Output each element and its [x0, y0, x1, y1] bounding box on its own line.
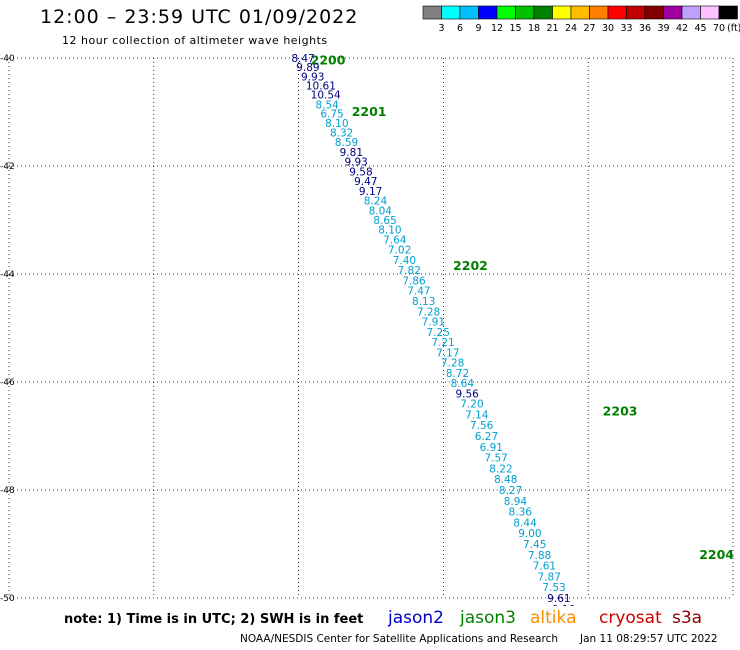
- time-label: 2202: [453, 258, 488, 273]
- y-tick-label: -46: [0, 378, 15, 388]
- swh-value: 9.89: [296, 62, 319, 74]
- legend-s3a: s3a: [672, 608, 703, 628]
- colorbar-label: 27: [583, 23, 595, 34]
- time-label: 2203: [603, 404, 638, 419]
- legend-jason3: jason3: [460, 608, 516, 628]
- colorbar-label: 36: [639, 23, 651, 34]
- map-subtitle: 12 hour collection of altimeter wave hei…: [62, 34, 328, 47]
- swh-value: 9.81: [340, 147, 363, 159]
- colorbar-label: 30: [602, 23, 614, 34]
- colorbar-label: 24: [565, 23, 577, 34]
- time-label: 2201: [352, 104, 387, 119]
- swh-value: 8.22: [489, 463, 512, 475]
- colorbar-label: 39: [657, 23, 669, 34]
- swh-value: 6.75: [320, 109, 343, 121]
- swh-value: 8.36: [509, 507, 533, 519]
- colorbar-label: 9: [475, 23, 481, 34]
- colorbar-label: 15: [509, 23, 521, 34]
- swh-value: 8.54: [315, 99, 339, 111]
- y-tick-label: -42: [0, 162, 15, 172]
- swh-value: 7.17: [436, 347, 459, 359]
- legend-cryosat: cryosat: [599, 608, 662, 628]
- map-title: 12:00 – 23:59 UTC 01/09/2022: [40, 6, 359, 28]
- swh-value: 10.61: [306, 81, 336, 93]
- colorbar-label: 6: [457, 23, 463, 34]
- colorbar-label: 70: [713, 23, 725, 34]
- swh-value: 7.40: [393, 255, 416, 267]
- swh-value: 9.61: [547, 593, 570, 605]
- swh-value: 8.04: [369, 205, 393, 217]
- swh-value: 7.88: [528, 550, 551, 562]
- swh-value: 7.82: [398, 265, 421, 277]
- altimeter-map: 151821242730-40-42-44-46-48-502200220122…: [0, 53, 734, 606]
- swh-value: 6.91: [480, 442, 503, 454]
- colorbar-label: 21: [546, 23, 558, 34]
- swh-value: 7.56: [470, 420, 494, 432]
- colorbar-label: 42: [676, 23, 688, 34]
- swh-value: 7.64: [383, 234, 407, 246]
- colorbar-label: 18: [528, 23, 540, 34]
- swh-value: 7.25: [427, 327, 450, 339]
- y-tick-label: -50: [0, 594, 15, 604]
- swh-value: 7.28: [417, 306, 440, 318]
- swh-value: 7.14: [465, 409, 489, 421]
- swh-value: 8.24: [364, 196, 388, 208]
- swh-value: 9.10: [552, 604, 575, 606]
- swh-value: 8.47: [291, 53, 314, 65]
- swh-value: 8.13: [412, 296, 435, 308]
- swh-value: 6.27: [475, 431, 498, 443]
- swh-value: 8.27: [499, 485, 522, 497]
- swh-value: 9.93: [301, 71, 324, 83]
- swh-value: 7.57: [484, 453, 507, 465]
- colorbar-label: 3: [438, 23, 444, 34]
- swh-value: 7.53: [542, 582, 565, 594]
- colorbar-label: 45: [694, 23, 706, 34]
- color-scale-legend: 3 6 9 12 15 18 21 24 27 30 33 36 39 42 45 70 (ft): [422, 5, 740, 34]
- swh-value: 7.87: [538, 571, 561, 583]
- credit-text: NOAA/NESDIS Center for Satellite Applica…: [240, 633, 558, 645]
- swh-value: 7.47: [407, 286, 430, 298]
- swh-value: 8.10: [378, 225, 401, 237]
- swh-value: 7.21: [431, 337, 454, 349]
- swh-value: 7.86: [402, 275, 426, 287]
- swh-value: 7.02: [388, 245, 411, 257]
- colorbar-unit: (ft): [727, 23, 740, 34]
- swh-value: 8.94: [504, 496, 528, 508]
- colorbar-label: 12: [491, 23, 503, 34]
- legend-jason2: jason2: [388, 608, 444, 628]
- legend-altika: altika: [530, 608, 577, 628]
- swh-value: 9.17: [359, 186, 382, 198]
- swh-value: 10.54: [311, 90, 341, 102]
- swh-value: 7.61: [533, 561, 556, 573]
- swh-value: 9.47: [354, 176, 377, 188]
- swh-value: 9.56: [455, 388, 479, 400]
- swh-value: 7.91: [422, 317, 445, 329]
- y-tick-label: -40: [0, 54, 15, 64]
- generated-timestamp: Jan 11 08:29:57 UTC 2022: [580, 633, 718, 645]
- colorbar-swatch: [718, 5, 738, 20]
- swh-value: 8.32: [330, 128, 353, 140]
- swh-value: 7.20: [460, 399, 483, 411]
- swh-value: 8.44: [513, 517, 537, 529]
- time-label: 2200: [311, 53, 346, 68]
- swh-value: 8.10: [325, 118, 348, 130]
- colorbar-label: 33: [620, 23, 632, 34]
- y-tick-label: -44: [0, 270, 15, 280]
- swh-value: 9.00: [518, 528, 541, 540]
- y-tick-label: -48: [0, 486, 15, 496]
- swh-value: 7.45: [523, 539, 546, 551]
- swh-value: 9.58: [349, 166, 372, 178]
- swh-value: 8.48: [494, 474, 517, 486]
- footer-note: note: 1) Time is in UTC; 2) SWH is in fe…: [64, 612, 364, 627]
- swh-value: 9.93: [344, 157, 367, 169]
- swh-value: 8.65: [373, 215, 396, 227]
- swh-value: 8.64: [451, 378, 475, 390]
- swh-value: 8.59: [335, 137, 358, 149]
- time-label: 2204: [699, 547, 734, 562]
- swh-value: 7.28: [441, 358, 464, 370]
- swh-value: 8.72: [446, 368, 469, 380]
